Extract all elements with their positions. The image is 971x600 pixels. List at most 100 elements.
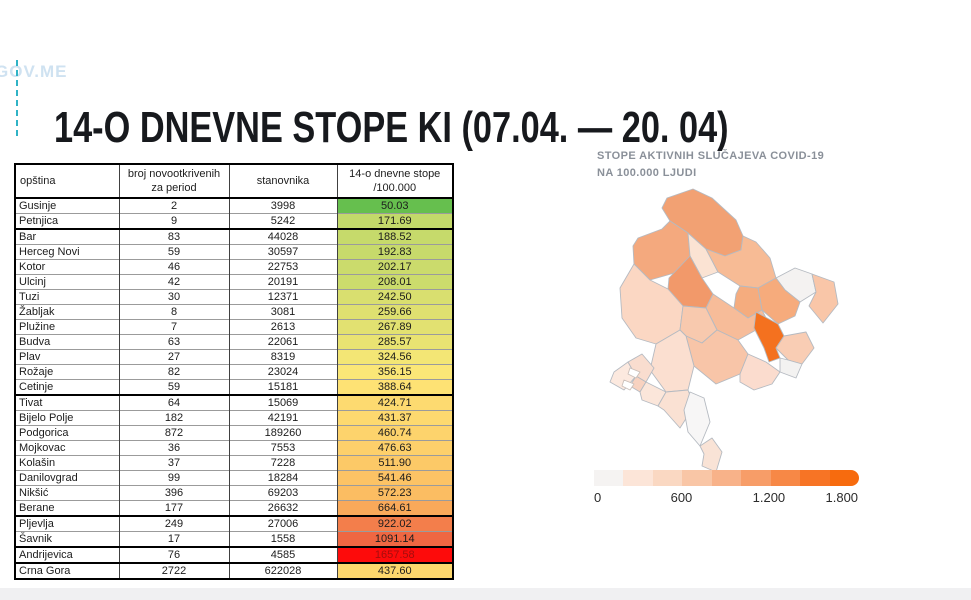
map-region-gusinje bbox=[779, 357, 803, 379]
map-panel: STOPE AKTIVNIH SLUČAJEVA COVID-19 NA 100… bbox=[590, 140, 965, 540]
tivat-bay-water bbox=[621, 379, 635, 391]
rate-cell: 460.74 bbox=[336, 425, 453, 441]
table-row: Crna Gora 2722 622028 437.60 bbox=[15, 563, 453, 579]
table-row: Herceg Novi 59 30597 192.83 bbox=[15, 244, 453, 260]
population-cell: 8319 bbox=[228, 349, 337, 365]
rate-cell: 259.66 bbox=[336, 304, 453, 320]
cases-cell: 30 bbox=[118, 289, 229, 305]
cases-cell: 42 bbox=[118, 274, 229, 290]
municipality-cell: Budva bbox=[19, 336, 51, 348]
population-cell: 622028 bbox=[228, 563, 337, 579]
municipality-cell: Cetinje bbox=[19, 381, 54, 393]
municipality-cell: Nikšić bbox=[19, 487, 49, 499]
cases-cell: 36 bbox=[118, 440, 229, 456]
map-region-skadar-lake bbox=[683, 391, 711, 447]
municipality-cell: Bar bbox=[19, 231, 37, 243]
legend-segment bbox=[682, 470, 712, 486]
legend-tick: 1.200 bbox=[752, 490, 786, 505]
rate-cell: 922.02 bbox=[336, 516, 453, 532]
table-row: Rožaje 82 23024 356.15 bbox=[15, 364, 453, 380]
population-cell: 2613 bbox=[228, 319, 337, 335]
table-row: Nikšić 396 69203 572.23 bbox=[15, 485, 453, 501]
legend-bar bbox=[594, 470, 859, 486]
map-title-line1: STOPE AKTIVNIH SLUČAJEVA COVID-19 bbox=[597, 150, 825, 162]
municipality-cell: Berane bbox=[19, 502, 55, 514]
bottom-strip bbox=[0, 588, 971, 600]
rate-cell: 1657.58 bbox=[336, 547, 453, 563]
map-region-bar bbox=[657, 389, 695, 429]
population-cell: 15069 bbox=[228, 395, 337, 411]
municipality-cell: Andrijevica bbox=[19, 549, 73, 561]
population-cell: 12371 bbox=[228, 289, 337, 305]
population-cell: 20191 bbox=[228, 274, 337, 290]
rate-cell: 424.71 bbox=[336, 395, 453, 411]
table-row: Plav 27 8319 324.56 bbox=[15, 349, 453, 365]
cases-cell: 63 bbox=[118, 334, 229, 350]
montenegro-choropleth-map bbox=[609, 188, 839, 473]
table-row: Cetinje 59 15181 388.64 bbox=[15, 379, 453, 395]
cases-cell: 182 bbox=[118, 410, 229, 426]
teal-accent-line bbox=[16, 60, 18, 136]
table-row: Andrijevica 76 4585 1657.58 bbox=[15, 547, 453, 563]
legend-tick: 1.800 bbox=[825, 490, 859, 505]
cases-cell: 9 bbox=[118, 213, 229, 229]
table-row: Kolašin 37 7228 511.90 bbox=[15, 455, 453, 471]
cases-cell: 2 bbox=[118, 198, 229, 214]
municipality-cell: Gusinje bbox=[19, 200, 57, 212]
kotor-bay-water bbox=[627, 367, 641, 379]
population-cell: 15181 bbox=[228, 379, 337, 395]
population-cell: 7553 bbox=[228, 440, 337, 456]
table-row: Bijelo Polje 182 42191 431.37 bbox=[15, 410, 453, 426]
legend-segment bbox=[770, 470, 801, 486]
rate-cell: 511.90 bbox=[336, 455, 453, 471]
rate-cell: 208.01 bbox=[336, 274, 453, 290]
legend-tick: 600 bbox=[670, 490, 693, 505]
legend-segment bbox=[741, 470, 771, 486]
municipality-cell: Herceg Novi bbox=[19, 246, 80, 258]
cases-cell: 37 bbox=[118, 455, 229, 471]
cases-cell: 8 bbox=[118, 304, 229, 320]
legend-segment bbox=[800, 470, 830, 486]
table-row: Tivat 64 15069 424.71 bbox=[15, 395, 453, 411]
municipality-cell: Žabljak bbox=[19, 306, 55, 318]
population-cell: 27006 bbox=[228, 516, 337, 532]
population-cell: 44028 bbox=[228, 229, 337, 245]
table-row: Pljevlja 249 27006 922.02 bbox=[15, 516, 453, 532]
population-cell: 30597 bbox=[228, 244, 337, 260]
table-row: Ulcinj 42 20191 208.01 bbox=[15, 274, 453, 290]
table-row: Mojkovac 36 7553 476.63 bbox=[15, 440, 453, 456]
rate-cell: 202.17 bbox=[336, 259, 453, 275]
legend-segment bbox=[652, 470, 683, 486]
map-region-rozaje bbox=[808, 273, 839, 324]
table-row: Gusinje 2 3998 50.03 bbox=[15, 198, 453, 214]
rate-cell: 476.63 bbox=[336, 440, 453, 456]
rate-cell: 50.03 bbox=[336, 198, 453, 214]
rate-cell: 188.52 bbox=[336, 229, 453, 245]
municipality-cell: Plužine bbox=[19, 321, 56, 333]
table-header-row: opština broj novootkrivenih za period stano… bbox=[15, 164, 453, 199]
municipality-cell: Podgorica bbox=[19, 427, 69, 439]
table-row: Tuzi 30 12371 242.50 bbox=[15, 289, 453, 305]
cases-cell: 17 bbox=[118, 531, 229, 547]
rate-cell: 285.57 bbox=[336, 334, 453, 350]
table-row: Budva 63 22061 285.57 bbox=[15, 334, 453, 350]
table-row: Danilovgrad 99 18284 541.46 bbox=[15, 470, 453, 486]
municipality-cell: Crna Gora bbox=[19, 565, 71, 577]
map-region-berane bbox=[757, 277, 801, 325]
cases-cell: 7 bbox=[118, 319, 229, 335]
population-cell: 5242 bbox=[228, 213, 337, 229]
rate-cell: 431.37 bbox=[336, 410, 453, 426]
cases-cell: 83 bbox=[118, 229, 229, 245]
cases-cell: 27 bbox=[118, 349, 229, 365]
municipality-cell: Kotor bbox=[19, 261, 46, 273]
map-region-ulcinj bbox=[699, 437, 723, 473]
legend-segment bbox=[623, 470, 653, 486]
population-cell: 22061 bbox=[228, 334, 337, 350]
gov-me-watermark: GOV.ME bbox=[0, 62, 68, 81]
population-cell: 69203 bbox=[228, 485, 337, 501]
table-row: Petnjica 9 5242 171.69 bbox=[15, 213, 453, 229]
cases-cell: 99 bbox=[118, 470, 229, 486]
rate-cell: 1091.14 bbox=[336, 531, 453, 547]
municipality-cell: Bijelo Polje bbox=[19, 412, 74, 424]
